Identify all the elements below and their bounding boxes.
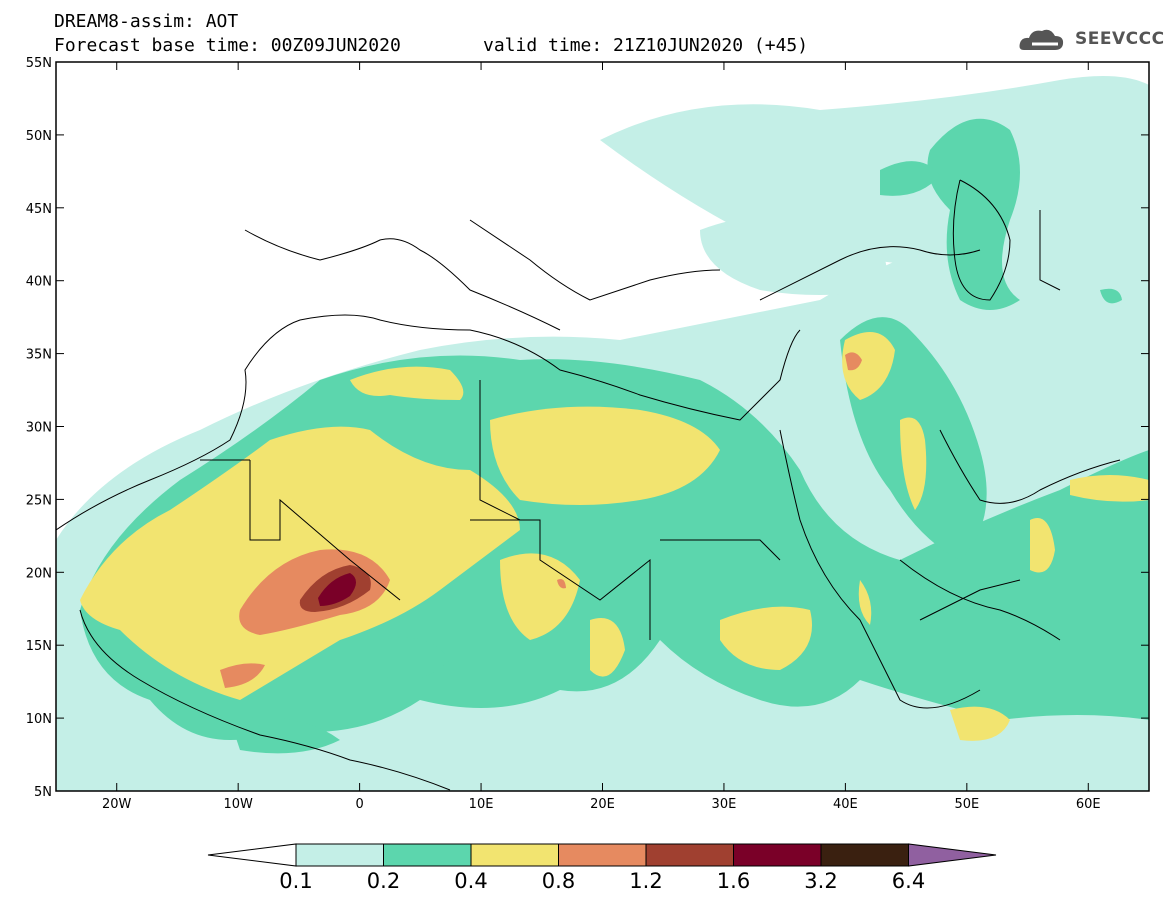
colorbar-label: 0.8 [542,869,575,893]
lon-tick-label: 10W [223,797,253,812]
valid-time: valid time: 21Z10JUN2020 (+45) [483,35,809,56]
colorbar-segment [470,843,559,867]
colorbar-segment [383,843,472,867]
colorbar-segment [558,843,647,867]
colorbar-label: 3.2 [804,869,837,893]
lon-ticks: 20W 10W 0 10E 20E 30E 40E 50E 60E [102,62,1101,812]
colorbar-label: 0.4 [454,869,487,893]
logo-text: SEEVCCC [1075,29,1165,49]
colorbar-segment [295,843,384,867]
lat-tick-label: 5N [34,785,52,800]
lat-tick-label: 45N [26,202,52,217]
lat-tick-label: 10N [26,712,52,727]
base-time: Forecast base time: 00Z09JUN2020 [54,35,401,56]
lat-tick-label: 35N [26,348,52,363]
colorbar: 0.1 0.2 0.4 0.8 1.2 1.6 3.2 6.4 [207,843,997,893]
lon-tick-label: 40E [833,797,858,812]
map-title: DREAM8-assim: AOT [54,11,239,32]
colorbar-under-arrow [207,843,297,867]
aot-field [56,76,1149,791]
lon-tick-label: 30E [712,797,737,812]
lat-tick-label: 15N [26,639,52,654]
colorbar-label: 1.2 [629,869,662,893]
cloud-icon [1019,29,1064,50]
lon-tick-label: 20E [590,797,615,812]
colorbar-segment [733,843,822,867]
lon-tick-label: 20W [102,797,132,812]
lon-tick-label: 0 [355,797,363,812]
colorbar-label: 0.2 [367,869,400,893]
lat-tick-label: 20N [26,566,52,581]
lat-tick-label: 50N [26,129,52,144]
colorbar-segment [820,843,909,867]
lat-tick-label: 25N [26,493,52,508]
lat-tick-label: 30N [26,421,52,436]
coastlines [56,179,1121,791]
lon-tick-label: 60E [1076,797,1101,812]
colorbar-label: 6.4 [892,869,925,893]
lat-tick-label: 40N [26,275,52,290]
lon-tick-label: 10E [469,797,494,812]
colorbar-over-arrow [908,843,997,867]
colorbar-label: 0.1 [279,869,312,893]
colorbar-label: 1.6 [717,869,750,893]
colorbar-segment [645,843,734,867]
lon-tick-label: 50E [954,797,979,812]
lat-tick-label: 55N [26,56,52,71]
lat-ticks: 55N 50N 45N 40N 35N 30N 25N 20N 15N 10N 5N [26,56,1149,800]
